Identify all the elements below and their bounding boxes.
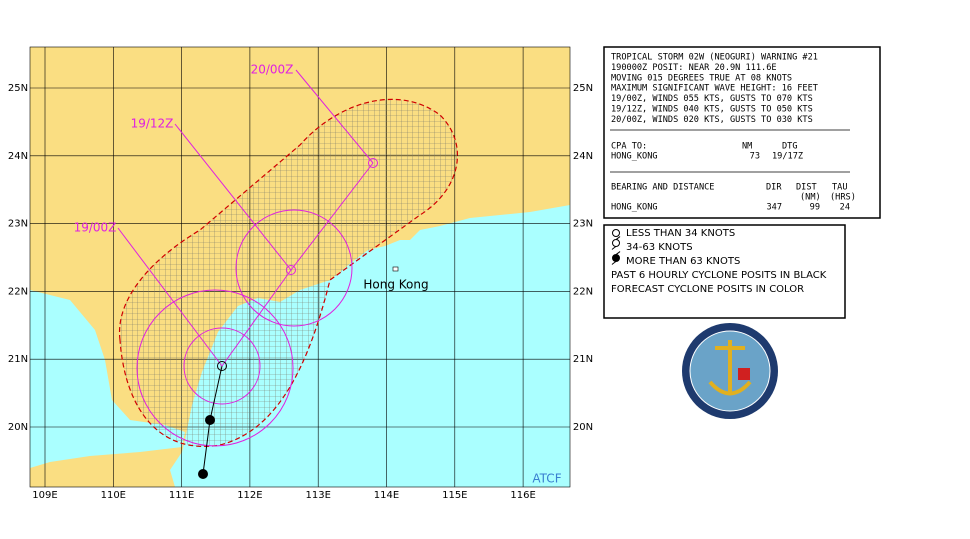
bearing-header: TAU: [832, 183, 848, 193]
warning-box: [603, 46, 881, 219]
current-position: [217, 361, 227, 371]
lat-label: 23N: [573, 219, 593, 230]
warning-line: 19/12Z, WINDS 040 KTS, GUSTS TO 050 KTS: [611, 105, 813, 115]
bearing-row: 347: [766, 203, 782, 213]
cpa-header: CPA TO:: [611, 142, 647, 152]
lat-label: 22N: [8, 286, 28, 297]
track-label: 19/00Z: [74, 221, 117, 235]
legend-item: PAST 6 HOURLY CYCLONE POSITS IN BLACK: [611, 270, 827, 281]
bearing-subheader: (NM): [800, 193, 821, 203]
lat-label: 23N: [8, 219, 28, 230]
lon-label: 109E: [32, 490, 57, 501]
cpa-row: 19/17Z: [772, 152, 803, 162]
map: 19/00Z 19/12Z 20/00Z Hong Kong ATCF: [30, 47, 570, 487]
warning-line: 19/00Z, WINDS 055 KTS, GUSTS TO 070 KTS: [611, 94, 813, 104]
water: [30, 290, 185, 468]
lat-label: 20N: [8, 422, 28, 433]
cpa-row: HONG_KONG: [611, 152, 658, 162]
lon-label: 114E: [374, 490, 399, 501]
bearing-header: BEARING AND DISTANCE: [611, 183, 714, 193]
legend-symbol: [611, 236, 621, 250]
legend-item: LESS THAN 34 KNOTS: [626, 228, 735, 239]
past-position: [198, 469, 208, 479]
lat-label: 25N: [8, 83, 28, 94]
legend-item: FORECAST CYCLONE POSITS IN COLOR: [611, 284, 804, 295]
warning-line: 190000Z POSIT: NEAR 20.9N 111.6E: [611, 63, 777, 73]
lat-label: 20N: [573, 422, 593, 433]
warning-text: TROPICAL STORM 02W (NEOGURI) WARNING #21…: [611, 53, 818, 125]
lon-label: 111E: [169, 490, 194, 501]
lat-label: 21N: [573, 354, 593, 365]
lon-label: 115E: [442, 490, 467, 501]
wind-radius: [136, 289, 294, 447]
warning-line: 20/00Z, WINDS 020 KTS, GUSTS TO 030 KTS: [611, 115, 813, 125]
city-marker: [392, 266, 399, 272]
label-leader: [174, 123, 292, 271]
legend: LESS THAN 34 KNOTS 34-63 KNOTS MORE THAN 6…: [611, 228, 827, 295]
legend-item: MORE THAN 63 KNOTS: [626, 256, 740, 267]
wind-radius: [235, 209, 353, 327]
bearing-header: DIR: [766, 183, 782, 193]
forecast-position: [286, 265, 296, 275]
map-frame: [29, 46, 571, 488]
axis-labels: 25N 25N 24N 24N 23N 23N 22N 22N 21N 21N 20N 20N 109E…: [8, 83, 593, 501]
lat-label: 24N: [573, 151, 593, 162]
bearing-row: 24: [840, 203, 850, 213]
lat-label: 21N: [8, 354, 28, 365]
lon-label: 113E: [305, 490, 330, 501]
bearing-header: DIST: [796, 183, 817, 193]
track-label: 20/00Z: [251, 63, 294, 77]
cpa-row: 73: [750, 152, 760, 162]
warning-line: MOVING 015 DEGREES TRUE AT 08 KNOTS: [611, 73, 792, 83]
bearing-row: HONG_KONG: [611, 203, 658, 213]
warning-line: MAXIMUM SIGNIFICANT WAVE HEIGHT: 16 FEET: [611, 84, 818, 94]
lon-label: 112E: [237, 490, 262, 501]
lat-label: 24N: [8, 151, 28, 162]
water: [170, 205, 570, 487]
emblem: [682, 323, 778, 419]
lon-label: 110E: [101, 490, 126, 501]
label-leader: [117, 227, 223, 367]
bearing-row: 99: [810, 203, 820, 213]
legend-symbol: [612, 229, 620, 237]
legend-box: [603, 224, 846, 319]
label-leader: [295, 69, 374, 164]
forecast-position: [368, 158, 378, 168]
wind-radius: [183, 327, 261, 405]
legend-item: 34-63 KNOTS: [626, 242, 693, 253]
track-label: 19/12Z: [131, 117, 174, 131]
legend-symbol: [611, 251, 621, 265]
warning-line: TROPICAL STORM 02W (NEOGURI) WARNING #21: [611, 53, 818, 63]
lat-label: 25N: [573, 83, 593, 94]
lon-label: 116E: [510, 490, 535, 501]
cpa-header: DTG: [782, 142, 798, 152]
bearing-subheader: (HRS): [830, 193, 856, 203]
place-label: Hong Kong: [363, 278, 428, 292]
cpa-header: NM: [742, 142, 752, 152]
lat-label: 22N: [573, 286, 593, 297]
past-position: [205, 415, 215, 425]
source-label: ATCF: [532, 472, 561, 486]
